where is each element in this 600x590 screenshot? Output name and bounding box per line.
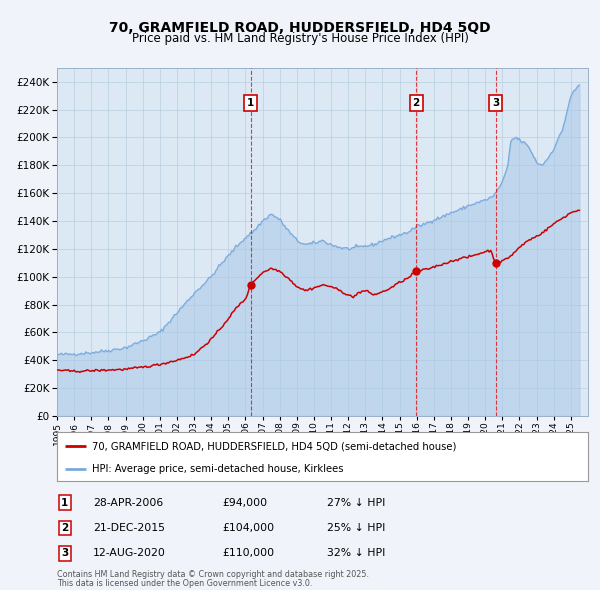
Text: HPI: Average price, semi-detached house, Kirklees: HPI: Average price, semi-detached house,… (92, 464, 343, 474)
Text: This data is licensed under the Open Government Licence v3.0.: This data is licensed under the Open Gov… (57, 579, 313, 588)
Text: 25% ↓ HPI: 25% ↓ HPI (327, 523, 385, 533)
Text: 28-APR-2006: 28-APR-2006 (93, 498, 163, 507)
Text: 2: 2 (61, 523, 68, 533)
Text: 3: 3 (492, 98, 499, 107)
Text: Price paid vs. HM Land Registry's House Price Index (HPI): Price paid vs. HM Land Registry's House … (131, 32, 469, 45)
Text: 3: 3 (61, 549, 68, 558)
Text: £94,000: £94,000 (222, 498, 267, 507)
Text: 1: 1 (61, 498, 68, 507)
Text: 70, GRAMFIELD ROAD, HUDDERSFIELD, HD4 5QD (semi-detached house): 70, GRAMFIELD ROAD, HUDDERSFIELD, HD4 5Q… (92, 441, 456, 451)
Text: 12-AUG-2020: 12-AUG-2020 (93, 549, 166, 558)
Text: 2: 2 (413, 98, 420, 107)
Text: Contains HM Land Registry data © Crown copyright and database right 2025.: Contains HM Land Registry data © Crown c… (57, 571, 369, 579)
Text: 21-DEC-2015: 21-DEC-2015 (93, 523, 165, 533)
Text: 32% ↓ HPI: 32% ↓ HPI (327, 549, 385, 558)
Text: 1: 1 (247, 98, 254, 107)
Text: £104,000: £104,000 (222, 523, 274, 533)
Text: 70, GRAMFIELD ROAD, HUDDERSFIELD, HD4 5QD: 70, GRAMFIELD ROAD, HUDDERSFIELD, HD4 5Q… (109, 21, 491, 35)
Text: 27% ↓ HPI: 27% ↓ HPI (327, 498, 385, 507)
Text: £110,000: £110,000 (222, 549, 274, 558)
